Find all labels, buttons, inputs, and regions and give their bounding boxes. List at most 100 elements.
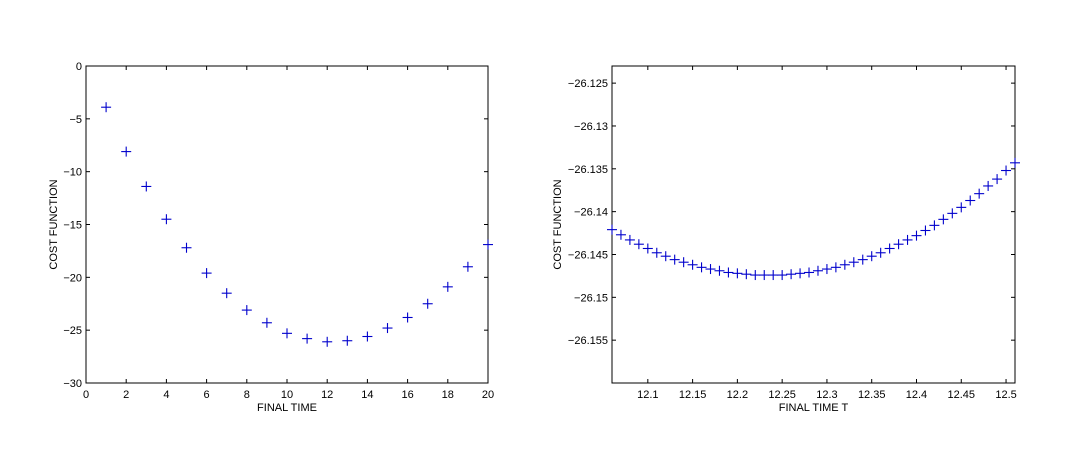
x-tick-label: 12.25: [768, 389, 796, 401]
data-point: [221, 288, 232, 299]
data-point: [893, 239, 904, 250]
x-tick-label: 18: [442, 389, 454, 401]
data-point: [633, 239, 644, 250]
data-point: [402, 312, 413, 323]
data-point: [741, 269, 752, 280]
data-point: [101, 102, 112, 113]
data-point: [1001, 165, 1012, 176]
data-point: [1010, 157, 1020, 168]
data-point: [929, 220, 940, 231]
y-tick-label: −26.13: [574, 121, 608, 133]
data-point: [241, 305, 252, 316]
x-tick-label: 14: [361, 389, 373, 401]
data-point: [322, 336, 333, 347]
chart-right: 12.1 12.15 12.2 12.25 12.3 12.35 12.4 12.45 12.5…: [552, 65, 1020, 414]
data-point: [607, 224, 617, 235]
data-point: [839, 259, 850, 270]
data-point: [992, 174, 1003, 185]
data-point: [141, 181, 152, 192]
y-tick-label: −25: [63, 325, 82, 337]
y-tick-label: −26.15: [574, 292, 608, 304]
data-point: [669, 254, 680, 265]
x-tick-label: 12.35: [858, 389, 886, 401]
data-point: [974, 188, 985, 199]
data-point: [947, 208, 958, 219]
data-point: [830, 262, 841, 273]
data-point: [911, 230, 922, 241]
y-tick-label: −20: [63, 272, 82, 284]
y-tick-label: −10: [63, 167, 82, 179]
data-point: [965, 195, 976, 206]
data-point: [983, 180, 994, 191]
x-tick-label: 20: [482, 389, 494, 401]
y-tick-label: −26.155: [568, 335, 608, 347]
data-point: [678, 257, 689, 268]
y-tick-label: −26.125: [568, 78, 608, 90]
x-axis-label: FINAL TIME T: [779, 402, 849, 414]
data-point: [902, 234, 913, 245]
data-point: [687, 259, 698, 270]
x-tick-label: 12.1: [637, 389, 658, 401]
data-point: [956, 202, 967, 213]
data-point: [483, 239, 493, 250]
data-point: [442, 281, 453, 292]
y-tick-label: −15: [63, 220, 82, 232]
data-point: [660, 251, 671, 262]
data-point: [302, 333, 313, 344]
data-point: [732, 268, 743, 279]
y-tick-label: −26.14: [574, 207, 608, 219]
data-point: [821, 264, 832, 275]
data-point: [795, 268, 806, 279]
data-point: [938, 214, 949, 225]
chart-left: 0 2 4 6 8 10 12 14 16 18 20 0 −5 −10 −15 −20 −25 −30 FINAL…: [48, 61, 494, 414]
data-point: [342, 335, 353, 346]
x-tick-label: 8: [244, 389, 250, 401]
y-tick-label: −26.135: [568, 164, 608, 176]
y-axis-label: COST FUNCTION: [48, 179, 60, 269]
data-point: [615, 229, 626, 240]
y-tick-label: 0: [76, 61, 82, 73]
data-point: [642, 243, 653, 254]
x-tick-label: 12: [321, 389, 333, 401]
plot-frame: [611, 65, 1016, 384]
data-point: [422, 298, 433, 309]
data-point: [777, 270, 788, 281]
y-tick-label: −5: [69, 114, 82, 126]
x-tick-label: 10: [281, 389, 293, 401]
data-point: [866, 251, 877, 262]
x-tick-label: 0: [83, 389, 89, 401]
x-tick-label: 12.3: [816, 389, 837, 401]
data-point: [857, 254, 868, 265]
x-tick-label: 2: [123, 389, 129, 401]
data-point: [181, 242, 192, 253]
data-point: [382, 323, 393, 334]
y-tick-label: −30: [63, 378, 82, 390]
x-tick-label: 4: [163, 389, 169, 401]
x-tick-label: 12.45: [948, 389, 976, 401]
data-point: [714, 265, 725, 276]
data-point: [705, 264, 716, 275]
data-point: [750, 270, 761, 281]
data-point: [261, 317, 272, 328]
data-point: [723, 267, 734, 278]
data-point: [875, 247, 886, 258]
data-point: [848, 257, 859, 268]
data-point: [812, 265, 823, 276]
data-point: [884, 243, 895, 254]
data-point: [651, 247, 662, 258]
y-axis-label: COST FUNCTION: [552, 179, 564, 269]
x-tick-label: 12.4: [906, 389, 927, 401]
data-point: [920, 225, 931, 236]
data-point: [201, 268, 212, 279]
x-tick-label: 12.15: [679, 389, 707, 401]
data-point: [282, 328, 292, 339]
x-tick-label: 12.5: [995, 389, 1016, 401]
x-axis-label: FINAL TIME: [257, 402, 317, 414]
data-point: [161, 214, 172, 225]
data-point: [759, 270, 770, 281]
data-point: [362, 331, 373, 342]
data-point: [624, 234, 635, 245]
data-point: [121, 146, 132, 157]
data-point: [696, 262, 707, 273]
